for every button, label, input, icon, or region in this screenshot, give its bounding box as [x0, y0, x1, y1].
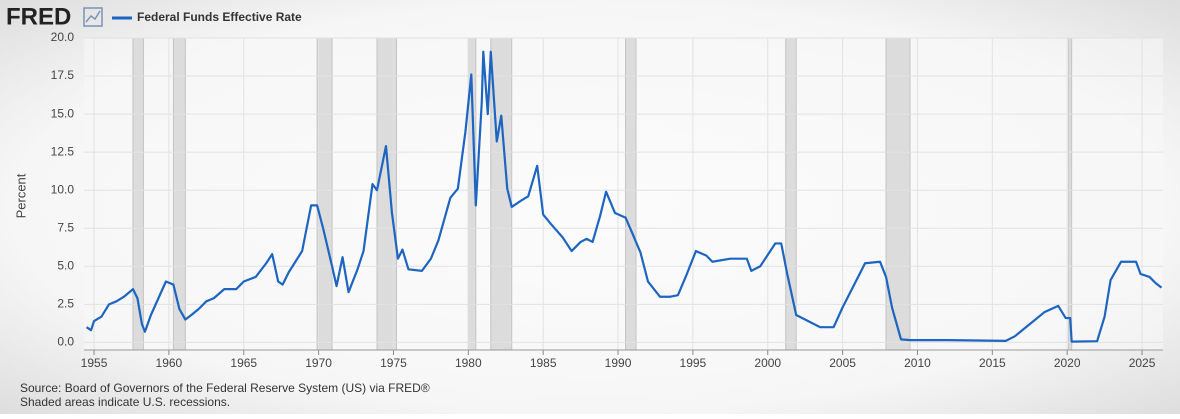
y-tick-label: 15.0: [51, 106, 75, 120]
x-tick-label: 2005: [829, 356, 856, 370]
brand-icon-line: [85, 10, 101, 23]
y-tick-label: 7.5: [57, 220, 74, 234]
y-tick-label: 20.0: [51, 30, 75, 44]
x-tick-label: 1985: [530, 356, 557, 370]
y-tick-label: 2.5: [57, 297, 74, 311]
y-axis-label: Percent: [13, 173, 28, 218]
x-tick-label: 1960: [156, 356, 183, 370]
x-tick-label: 1980: [455, 356, 482, 370]
x-tick-label: 2000: [754, 356, 781, 370]
x-tick-label: 1965: [230, 356, 257, 370]
x-tick-label: 2015: [979, 356, 1006, 370]
x-tick-label: 1970: [305, 356, 332, 370]
brand-logo: FRED: [6, 3, 71, 30]
x-tick-label: 2025: [1129, 356, 1156, 370]
recession-band: [625, 37, 637, 351]
y-tick-label: 5.0: [57, 258, 74, 272]
y-tick-label: 0.0: [57, 335, 74, 349]
y-tick-label: 12.5: [51, 144, 75, 158]
x-tick-label: 1995: [680, 356, 707, 370]
x-tick-label: 2020: [1054, 356, 1081, 370]
y-tick-label: 17.5: [51, 68, 75, 82]
legend-label: Federal Funds Effective Rate: [137, 10, 302, 24]
x-tick-label: 1975: [380, 356, 407, 370]
brand-icon: [83, 7, 103, 27]
recession-band: [1068, 37, 1073, 351]
series-line: [85, 50, 1163, 343]
recession-note: Shaded areas indicate U.S. recessions.: [20, 395, 230, 409]
x-tick-label: 1990: [605, 356, 632, 370]
source-note: Source: Board of Governors of the Federa…: [20, 381, 430, 395]
recession-band: [316, 37, 333, 351]
plot-background: [84, 38, 1163, 350]
recession-band: [885, 37, 911, 351]
y-tick-label: 10.0: [51, 182, 75, 196]
recession-band: [172, 37, 186, 351]
x-tick-label: 2010: [904, 356, 931, 370]
plot-area: 0.0 2.5 5.0 7.5 10.0 12.5 15.0 17.5 20.0 1955 1960…: [51, 30, 1163, 370]
x-tick-label: 1955: [81, 356, 108, 370]
